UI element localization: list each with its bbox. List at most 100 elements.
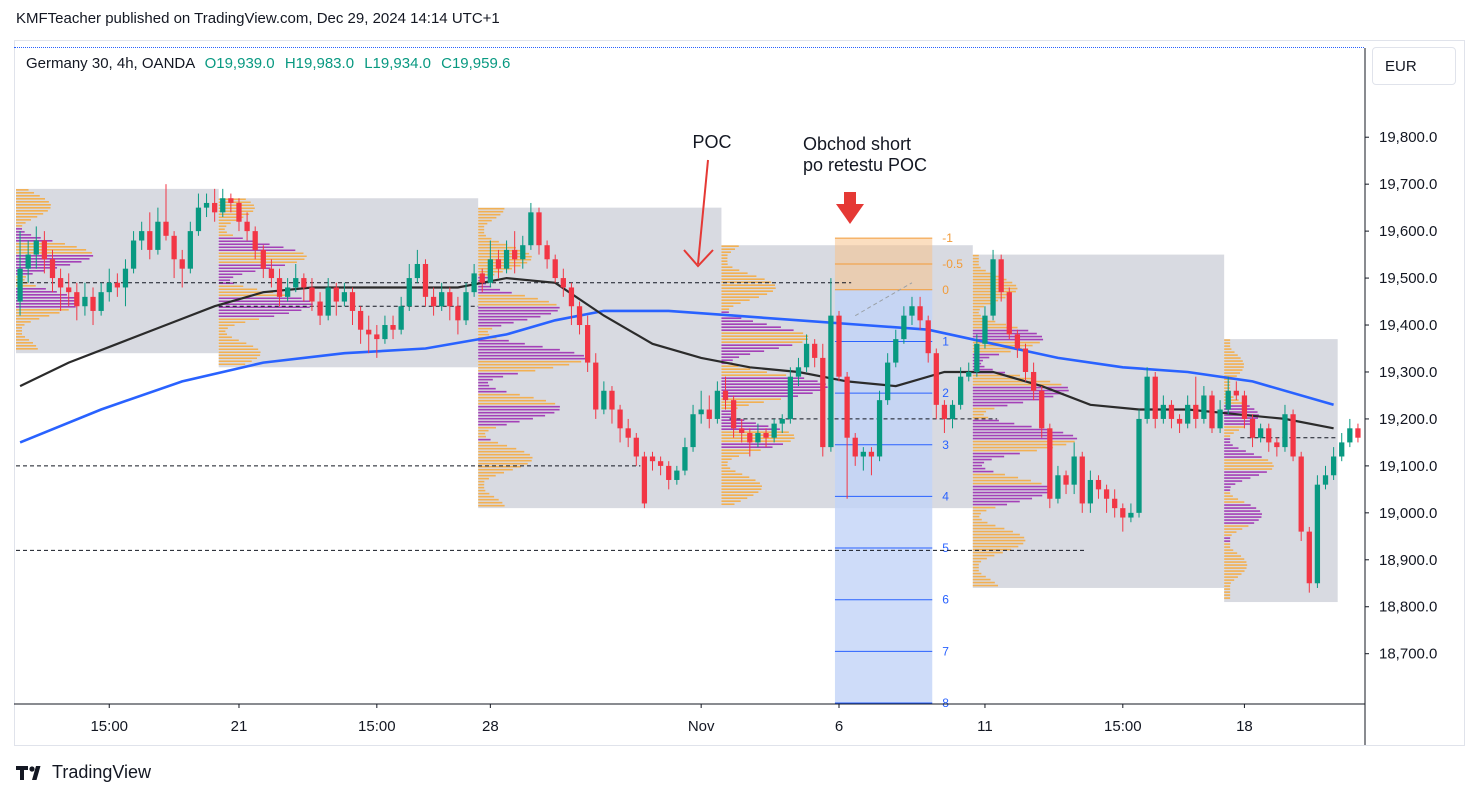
candle-body: [1306, 531, 1312, 584]
candle-body: [479, 273, 485, 283]
candle-body: [1217, 409, 1223, 429]
candle-body: [560, 278, 566, 288]
candle-body: [617, 409, 623, 429]
candle-body: [382, 325, 388, 340]
candle-body: [609, 390, 615, 410]
candle-body: [1063, 475, 1069, 485]
candle-body: [66, 287, 72, 293]
ma-fast-line: [19, 276, 1334, 430]
candle-body: [25, 254, 31, 269]
candle-body: [1136, 418, 1142, 513]
candle-body: [933, 353, 939, 405]
candle-body: [1022, 348, 1029, 372]
candle-body: [1120, 508, 1126, 518]
candle-body: [293, 278, 299, 288]
candle-body: [406, 278, 412, 307]
candle-body: [893, 339, 899, 363]
fib-level-label: -1: [942, 231, 953, 245]
candle-body: [495, 259, 502, 269]
ohlc-close: C19,959.6: [441, 55, 511, 72]
price-tick-label: 18,800.0: [1379, 599, 1437, 616]
candle-body: [1274, 442, 1280, 448]
candle-body: [447, 292, 453, 307]
candle-body: [252, 231, 258, 250]
fib-level-label: 5: [942, 541, 949, 555]
candle-body: [1314, 484, 1321, 584]
candle-body: [576, 306, 583, 326]
candle-body: [763, 433, 769, 438]
footer-brand-text: TradingView: [52, 762, 152, 782]
candle-body: [593, 362, 599, 410]
candle-body: [1039, 390, 1045, 429]
candle-body: [1347, 428, 1353, 443]
candle-body: [625, 428, 631, 438]
candle-body: [1330, 456, 1337, 476]
fib-level-label: 3: [942, 438, 949, 452]
candle-body: [90, 296, 96, 311]
candle-body: [276, 278, 283, 297]
candle-body: [49, 259, 56, 279]
candle-body: [706, 409, 712, 419]
candle-body: [1282, 414, 1288, 448]
candle-body: [690, 414, 696, 448]
candle-body: [1047, 428, 1053, 499]
footer-brand[interactable]: TradingView: [16, 762, 151, 783]
candle-body: [341, 292, 348, 302]
candle-body: [228, 198, 234, 203]
candle-body: [130, 240, 137, 269]
candle-body: [1087, 479, 1094, 504]
candle-body: [982, 315, 988, 344]
volume-profile-sessions: [16, 188, 1338, 603]
ohlc-high: H19,983.0: [284, 55, 355, 72]
price-tick-label: 19,300.0: [1379, 364, 1437, 381]
candle-body: [998, 259, 1004, 293]
candle-body: [917, 306, 923, 321]
time-tick-label: Nov: [688, 718, 715, 735]
time-tick-label: 15:00: [90, 718, 128, 735]
candle-body: [374, 334, 380, 340]
candle-body: [1266, 428, 1272, 443]
short-arrow-shaft: [844, 192, 856, 204]
candle-body: [260, 249, 266, 269]
candle-body: [974, 343, 980, 372]
candle-body: [1322, 475, 1329, 485]
fib-level-label: 1: [942, 334, 949, 348]
candle-body: [1290, 414, 1296, 457]
candle-body: [812, 343, 818, 358]
price-tick-label: 19,200.0: [1379, 411, 1437, 428]
price-tick-label: 19,100.0: [1379, 458, 1437, 475]
candle-body: [463, 292, 469, 321]
price-tick-label: 19,600.0: [1379, 223, 1437, 240]
fib-level-label: 8: [942, 696, 949, 710]
candle-body: [779, 418, 785, 424]
fib-level-label: 7: [942, 644, 949, 658]
ma-slow-line: [19, 309, 1334, 444]
candle-body: [139, 231, 145, 241]
candle-body: [828, 315, 834, 448]
candle-body: [714, 390, 721, 419]
poc-annotation: POC: [692, 132, 731, 152]
candle-body: [203, 202, 210, 208]
symbol-legend[interactable]: Germany 30, 4h, OANDA O19,939.0 H19,983.…: [26, 55, 510, 72]
candle-body: [512, 249, 518, 260]
candle-body: [1030, 371, 1037, 391]
candle-body: [747, 433, 753, 443]
candle-body: [244, 221, 250, 232]
candle-body: [503, 249, 510, 269]
currency-button[interactable]: EUR: [1372, 47, 1456, 85]
candle-body: [1160, 404, 1166, 419]
candle-body: [1241, 395, 1248, 419]
candle-body: [309, 287, 315, 302]
candle-body: [941, 404, 948, 419]
candle-body: [820, 357, 826, 448]
fib-level-label: 6: [942, 593, 949, 607]
candle-body: [876, 400, 883, 457]
candle-body: [41, 240, 48, 260]
candle-body: [957, 376, 964, 405]
candle-body: [1071, 456, 1077, 485]
candle-body: [333, 287, 339, 302]
candle-body: [114, 282, 120, 288]
candle-body: [552, 259, 558, 279]
fib-level-label: 0: [942, 283, 949, 297]
